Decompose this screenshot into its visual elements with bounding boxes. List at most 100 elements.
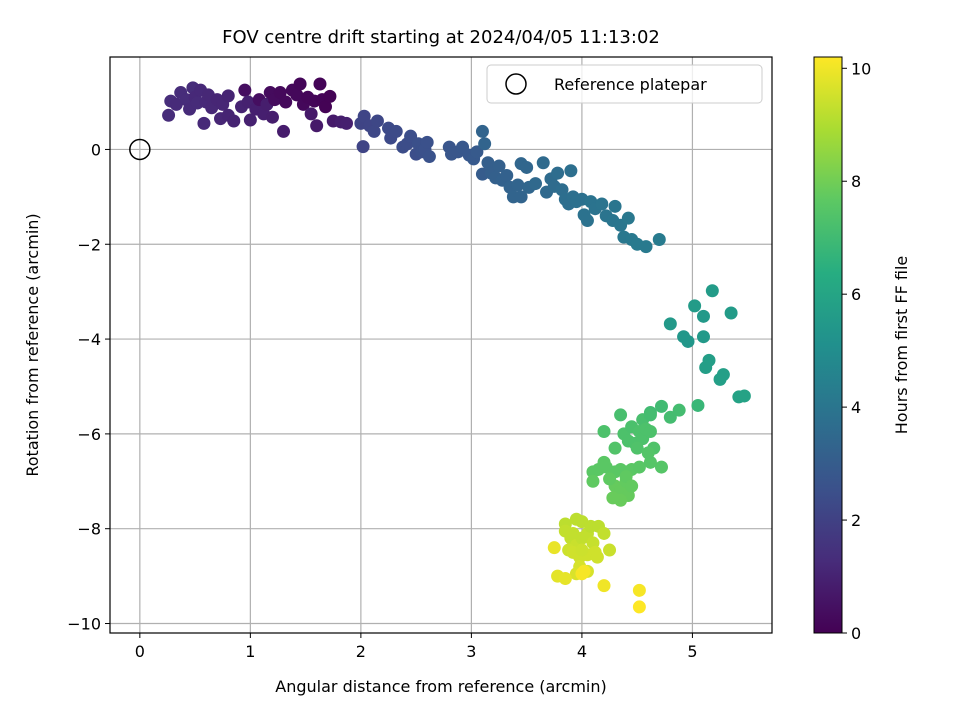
data-point [389,124,403,138]
data-point [608,199,622,213]
data-point [265,110,279,124]
scatter-points [162,77,751,614]
data-point [630,441,644,455]
data-point [580,214,594,228]
data-point [162,108,176,122]
data-point [422,150,436,164]
data-point [575,543,589,557]
colorbar-ticks: 0 2 4 6 8 10 [842,59,871,643]
data-point [169,97,183,111]
data-point [500,169,514,183]
y-tick-label: −4 [77,330,101,349]
x-tick-label: 0 [135,642,145,661]
data-point [597,579,611,593]
data-point [621,211,635,225]
data-point [595,197,609,211]
data-point [643,408,657,422]
data-point [641,446,655,460]
data-point [643,425,657,439]
chart-title: FOV centre drift starting at 2024/04/05 … [222,27,660,48]
data-point [564,164,578,178]
y-tick-label: −6 [77,425,101,444]
data-point [227,114,241,128]
colorbar-tick-label: 2 [851,511,861,530]
data-point [528,177,542,191]
data-point [304,107,318,121]
data-point [238,83,252,97]
y-tick-label: −2 [77,235,101,254]
colorbar-tick-label: 6 [851,285,861,304]
data-point [663,317,677,331]
data-point [478,137,492,151]
data-point [277,124,291,138]
data-point [586,474,600,488]
legend: Reference platepar [486,64,763,104]
data-point [420,135,434,149]
data-point [370,114,384,128]
colorbar-tick-label: 10 [851,59,871,78]
x-axis-ticks: 0 1 2 3 4 5 [135,633,698,661]
data-point [492,159,506,173]
legend-label-reference: Reference platepar [554,75,707,94]
x-tick-label: 1 [245,642,255,661]
data-point [625,479,639,493]
data-point [357,109,371,123]
data-point [340,116,354,130]
data-point [705,284,719,298]
data-point [681,334,695,348]
data-point [654,399,668,413]
colorbar-tick-label: 0 [851,624,861,643]
data-point [319,100,333,114]
reference-point-marker [129,138,151,161]
data-point [279,95,293,109]
data-point [608,441,622,455]
legend-marker-reference [505,73,527,95]
data-point [688,299,702,313]
data-point [243,113,257,127]
data-point [632,460,646,474]
legend-box [486,64,763,104]
data-point [470,145,484,159]
x-tick-label: 5 [687,642,697,661]
data-point [603,472,617,486]
plot-frame [109,56,773,634]
data-point [652,233,666,247]
data-point [475,124,489,138]
data-point [558,571,572,585]
data-point [514,190,528,204]
data-point [702,353,716,367]
data-point [356,140,370,154]
data-point [632,600,646,614]
colorbar-gradient [813,56,843,634]
data-point [606,491,620,505]
data-point [551,166,565,180]
data-point [547,541,561,555]
colorbar-tick-label: 8 [851,172,861,191]
data-point [663,410,677,424]
data-point [323,89,337,103]
data-point [481,156,495,170]
data-point [597,526,611,540]
data-point [603,543,617,557]
colorbar: 0 2 4 6 8 10 Hours from first FF file [813,56,911,643]
data-point [691,398,705,412]
colorbar-label: Hours from first FF file [892,256,911,435]
data-point [716,368,730,382]
data-point [619,470,633,484]
data-point [654,460,668,474]
y-tick-label: −10 [67,615,101,634]
x-tick-label: 2 [356,642,366,661]
x-tick-label: 3 [466,642,476,661]
data-point [293,77,307,91]
x-axis-label: Angular distance from reference (arcmin) [275,677,606,696]
data-point [614,408,628,422]
data-point [520,160,534,174]
data-point [511,178,525,192]
data-point [639,240,653,254]
data-point [313,77,327,91]
data-point [724,306,738,320]
data-point [197,116,211,130]
data-point [310,119,324,133]
y-axis-label: Rotation from reference (arcmin) [23,213,42,476]
